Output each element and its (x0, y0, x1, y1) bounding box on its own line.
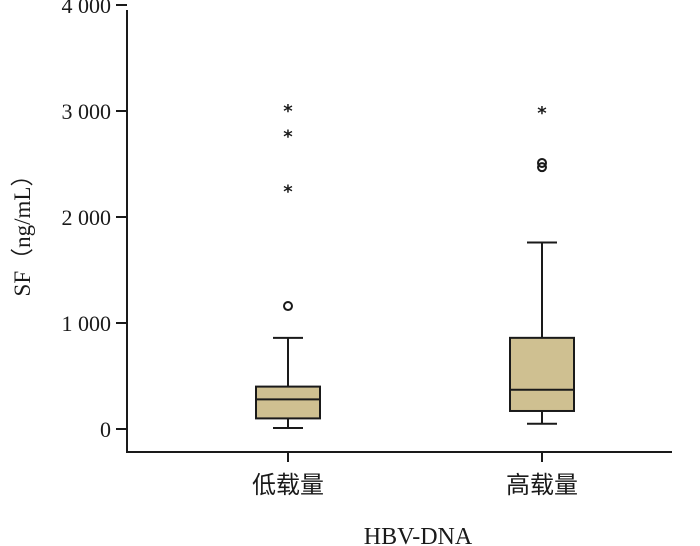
y-ticks: 0 1 000 2 000 3 000 4 000 (62, 0, 127, 442)
y-tick-label: 2 000 (62, 205, 112, 230)
box-iqr (255, 385, 321, 420)
outlier-circle (537, 157, 547, 168)
y-axis-title: SF（ng/mL） (10, 164, 35, 297)
outlier-star: * (283, 181, 293, 202)
x-axis: 低载量 高载量 (126, 451, 672, 499)
outlier-star: * (283, 101, 293, 122)
outlier-star: * (537, 103, 547, 124)
y-tick-label: 1 000 (62, 311, 112, 336)
y-axis: 0 1 000 2 000 3 000 4 000 (62, 0, 128, 452)
y-tick-label: 3 000 (62, 99, 112, 124)
x-axis-title: HBV-DNA (364, 524, 473, 546)
box-1: * * * (255, 101, 321, 429)
box-series: * * * * (255, 101, 575, 429)
x-tick-label: 低载量 (252, 471, 324, 499)
box-2: * (509, 103, 575, 425)
x-ticks: 低载量 高载量 (252, 452, 578, 499)
outlier-circle (537, 162, 547, 173)
x-tick-label: 高载量 (506, 471, 578, 499)
box-iqr (509, 336, 575, 412)
outlier-circle (283, 301, 293, 312)
y-tick-label: 4 000 (62, 0, 112, 18)
outlier-star: * (283, 126, 293, 147)
y-tick-label: 0 (100, 417, 111, 442)
